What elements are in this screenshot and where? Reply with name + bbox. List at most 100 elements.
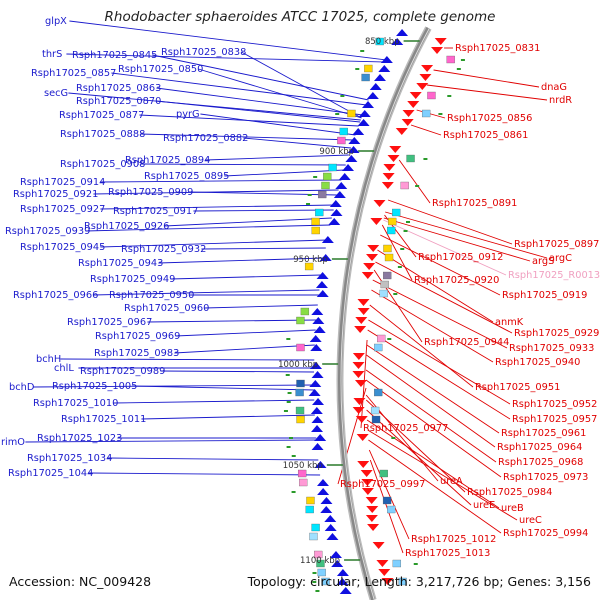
forward-gene-label-rimo: rimO [1, 437, 25, 448]
forward-gene-label-rsph17025-1023: Rsph17025_1023 [37, 433, 122, 444]
reverse-gene-arrow [407, 101, 420, 108]
forward-gene-label-rsph17025-0927: Rsph17025_0927 [20, 204, 105, 215]
forward-gene-connector-rsph17025-1010 [113, 399, 315, 404]
forward-gene-label-rsph17025-0894: Rsph17025_0894 [125, 155, 210, 166]
forward-gene-arrow [342, 164, 355, 171]
gc-dash [438, 113, 443, 115]
reverse-gene-connector-rsph17025-1012 [368, 449, 410, 540]
forward-gene-arrow [391, 38, 404, 45]
cog-block [321, 577, 330, 586]
reverse-gene-label-uree: ureE [473, 500, 495, 511]
gc-dash [447, 95, 452, 97]
cog-block [361, 73, 370, 82]
reverse-gene-arrow [378, 569, 391, 576]
cog-block [295, 388, 304, 397]
forward-gene-connector-rimo [25, 439, 317, 443]
reverse-gene-arrow [355, 317, 368, 324]
forward-gene-label-rsph17025-0882: Rsph17025_0882 [163, 133, 248, 144]
reverse-gene-connector-rsph17025-0961 [366, 344, 500, 434]
cog-block [380, 280, 389, 289]
reverse-gene-label-rsph17025-0964: Rsph17025_0964 [497, 442, 582, 453]
cog-block [371, 415, 381, 424]
reverse-gene-label-args: argS [532, 256, 554, 267]
forward-gene-arrow [312, 398, 325, 405]
reverse-gene-arrow [381, 182, 394, 189]
reverse-gene-arrow [365, 515, 378, 522]
cog-block [427, 91, 436, 100]
reverse-gene-arrow [387, 155, 400, 162]
reverse-gene-connector-anmk [377, 249, 494, 323]
forward-gene-arrow [338, 173, 351, 180]
forward-gene-connector-rsph17025-0882 [243, 137, 352, 149]
reverse-gene-label-rsph17025-0952: Rsph17025_0952 [512, 399, 597, 410]
forward-gene-connector-rsph17025-0932 [201, 247, 326, 250]
forward-gene-arrow [366, 92, 379, 99]
forward-gene-arrow [329, 551, 342, 558]
reverse-gene-connector-rsph17025-0968 [365, 369, 497, 463]
reverse-gene-arrow [357, 299, 370, 306]
reverse-gene-connector-rsph17025-0856 [416, 109, 446, 119]
cog-block [316, 559, 325, 568]
forward-gene-label-rsph17025-0845: Rsph17025_0845 [72, 50, 157, 61]
reverse-gene-arrow [376, 560, 389, 567]
reverse-gene-arrow [361, 479, 374, 486]
forward-gene-arrow [333, 191, 346, 198]
forward-gene-connector-glpx [69, 20, 387, 61]
gc-dash [355, 68, 360, 70]
forward-gene-arrow [314, 434, 327, 441]
forward-gene-label-rsph17025-0960: Rsph17025_0960 [124, 303, 209, 314]
forward-gene-connector-rsph17025-1005 [132, 385, 315, 391]
forward-gene-connector-rsph17025-0870 [156, 100, 361, 123]
scale-ticks: 850 kbp 900 kbp 950 kbp 1000 kbp 1050 kbp 110… [278, 37, 420, 566]
cog-block [300, 307, 310, 316]
forward-gene-arrow [312, 317, 325, 324]
forward-gene-arrow [324, 515, 337, 522]
forward-gene-arrow [308, 389, 321, 396]
gc-dash [387, 338, 392, 340]
reverse-gene-label-rsph17025-0944: Rsph17025_0944 [424, 337, 509, 348]
genome-backbone [336, 26, 432, 600]
reverse-gene-arrow [421, 65, 434, 72]
reverse-gene-connector-rsph17025-0984 [365, 399, 466, 493]
cog-block [398, 577, 407, 586]
forward-gene-arrow [310, 362, 323, 369]
forward-gene-connector-rsph17025-0863 [156, 87, 363, 116]
forward-gene-label-rsph17025-0967: Rsph17025_0967 [67, 317, 152, 328]
reverse-gene-arrow [352, 407, 365, 414]
gc-dash [307, 194, 312, 196]
forward-gene-label-glpx: glpX [45, 16, 67, 27]
forward-gene-label-rsph17025-0939: Rsph17025_0939 [5, 226, 90, 237]
reverse-gene-arrow [419, 74, 432, 81]
scale-tick-label: 850 kbp [365, 37, 400, 47]
label-connector-lines [25, 20, 548, 554]
reverse-gene-arrow [389, 146, 402, 153]
gc-dash [286, 338, 291, 340]
cog-block [317, 568, 326, 577]
cog-block [318, 190, 327, 199]
reverse-gene-connector-rsph17025-0994 [368, 439, 502, 534]
forward-gene-label-rsph17025-0932: Rsph17025_0932 [121, 244, 206, 255]
reverse-gene-connector-uree [366, 409, 472, 506]
cog-block [406, 154, 415, 163]
reverse-gene-arrow [352, 362, 365, 369]
reverse-gene-arrow [367, 524, 380, 531]
forward-gene-arrow [320, 506, 333, 513]
reverse-gene-label-rsph17025-0861: Rsph17025_0861 [443, 130, 528, 141]
reverse-gene-label-rsph17025-0994: Rsph17025_0994 [503, 528, 588, 539]
forward-gene-arrow [320, 497, 333, 504]
cog-block [306, 496, 315, 505]
forward-gene-arrow [331, 560, 344, 567]
gc-dash [335, 113, 340, 115]
reverse-gene-arrow [416, 83, 429, 90]
gc-dash [312, 581, 317, 583]
reverse-gene-connector-ureb [366, 419, 500, 509]
forward-gene-connector-rsph17025-0857 [111, 72, 367, 106]
reverse-gene-label-rsph17025-0912: Rsph17025_0912 [418, 252, 503, 263]
rna-gene-label-rsph17025-r0013: Rsph17025_R0013 [508, 270, 600, 281]
gc-dash [306, 203, 311, 205]
reverse-gene-label-rsph17025-0929: Rsph17025_0929 [514, 328, 599, 339]
forward-gene-label-rsph17025-0926: Rsph17025_0926 [84, 221, 169, 232]
cog-block [374, 388, 383, 397]
cog-block [383, 244, 392, 253]
